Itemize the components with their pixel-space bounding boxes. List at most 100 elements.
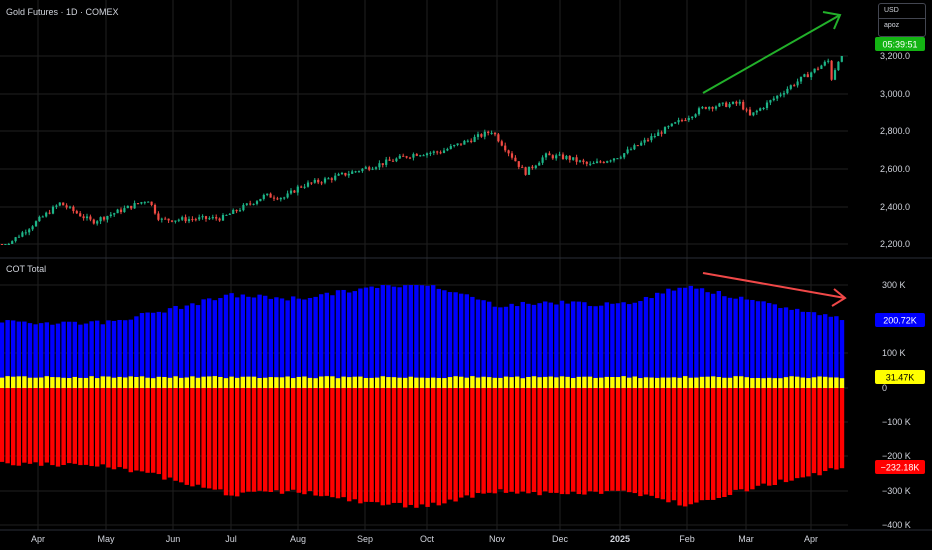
cot-bar-long [139, 313, 145, 388]
cot-bar-net [778, 378, 783, 388]
cot-bar-net [274, 377, 279, 388]
cot-bar-long [761, 301, 766, 388]
candle-body [68, 206, 72, 208]
cot-axis-label: −300 K [882, 486, 911, 496]
cot-bar-short [459, 388, 464, 498]
candle-body [164, 218, 167, 220]
candle-body [782, 93, 786, 95]
candle-body [813, 68, 816, 73]
candle-body [653, 136, 656, 138]
candle-body [755, 110, 758, 113]
candle-body [772, 98, 775, 101]
cot-bar-net [184, 377, 189, 388]
cot-bar-net [263, 377, 268, 388]
cot-bar-short [386, 388, 391, 505]
cot-bar-net [11, 376, 16, 388]
cot-bar-net [722, 377, 727, 388]
candle-body [735, 101, 738, 104]
cot-bar-net [212, 376, 217, 388]
cot-bar-net [632, 376, 637, 388]
cot-bar-short [61, 388, 66, 465]
candle-body [337, 174, 340, 176]
cot-bar-net [744, 377, 749, 388]
cot-bar-long [151, 312, 156, 388]
currency-user-box[interactable]: USD apoz [878, 3, 926, 37]
cot-bar-net [733, 376, 738, 388]
cot-bar-short [162, 388, 167, 480]
candle-body [361, 168, 364, 172]
cot-bar-net [806, 378, 811, 388]
cot-bar-short [666, 388, 671, 503]
cot-bar-net [83, 377, 89, 388]
cot-bar-net [503, 376, 509, 388]
candle-body [255, 201, 259, 204]
cot-bar-net [834, 377, 839, 388]
candle-body [116, 209, 119, 214]
candle-body [405, 156, 408, 158]
cot-bar-short [537, 388, 542, 496]
cot-bar-short [145, 388, 150, 473]
candle-body [398, 155, 401, 159]
candle-body [235, 209, 238, 212]
cot-bar-net [375, 377, 380, 388]
cot-bar-long [817, 315, 822, 388]
cot-bar-net [408, 376, 413, 388]
candle-body [28, 229, 31, 233]
cot-bar-long [453, 292, 458, 388]
candle-body [623, 153, 626, 158]
cot-bar-net [117, 376, 122, 388]
candles [0, 56, 843, 245]
cot-bar-net [100, 376, 105, 388]
cot-bar-net [257, 378, 262, 388]
candle-body [269, 193, 272, 198]
cot-bar-short [811, 388, 817, 474]
cot-bar-short [207, 388, 212, 489]
cot-bar-long [599, 305, 604, 388]
candle-body [439, 152, 442, 154]
cot-bar-long [828, 316, 833, 388]
cot-bar-short [565, 388, 570, 495]
candle-body [157, 213, 160, 220]
candle-body [320, 182, 323, 184]
candle-body [640, 142, 643, 146]
cot-bar-net [313, 378, 318, 388]
cot-bar-long [263, 295, 268, 388]
cot-bar-net [660, 377, 665, 388]
candle-body [493, 132, 497, 135]
candle-body [96, 221, 99, 224]
candle-body [133, 203, 136, 209]
candle-body [595, 161, 599, 164]
candle-body [41, 216, 44, 218]
cot-bar-short [761, 388, 766, 484]
cot-bar-short [548, 388, 553, 493]
cot-bar-short [419, 388, 425, 505]
candle-body [242, 204, 245, 211]
cot-bar-short [223, 388, 229, 496]
trend-line [702, 14, 841, 94]
candle-body [184, 217, 187, 222]
candle-body [765, 102, 769, 108]
candle-body [85, 216, 89, 219]
cot-bar-short [643, 388, 649, 495]
cot-bar-long [722, 296, 727, 388]
candle-body [504, 145, 507, 151]
candle-body [65, 205, 68, 208]
cot-bar-long [173, 305, 178, 388]
cot-bar-long [341, 289, 346, 388]
candle-body [820, 65, 823, 69]
candle-body [378, 163, 381, 168]
candle-body [789, 85, 792, 89]
cot-bar-net [95, 378, 100, 388]
cot-bar-long [587, 306, 593, 388]
cot-bar-short [627, 388, 632, 493]
cot-bar-long [492, 306, 497, 388]
candle-body [306, 182, 310, 187]
cot-bar-short [425, 388, 430, 507]
cot-bar-net [615, 377, 621, 388]
candle-body [208, 218, 211, 220]
candle-body [551, 155, 554, 159]
cot-bar-short [694, 388, 699, 503]
cot-bar-long [806, 311, 811, 388]
cot-bar-long [44, 322, 49, 388]
